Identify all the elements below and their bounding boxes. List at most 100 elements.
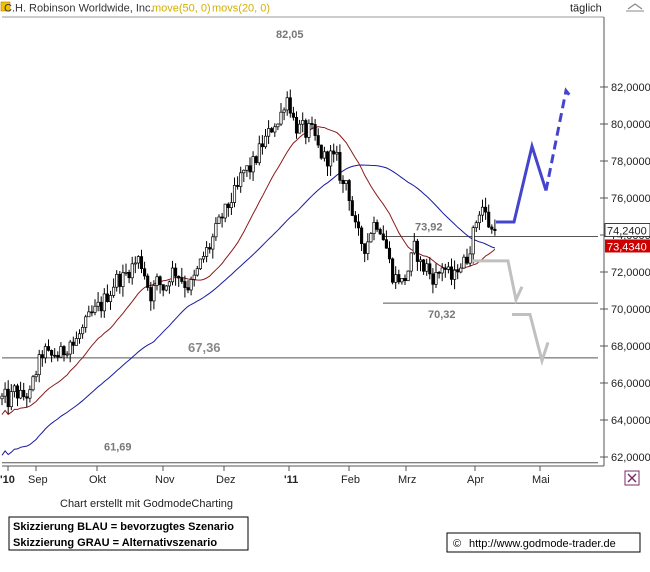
candle-body (161, 284, 165, 291)
candle-body (28, 389, 32, 399)
candle-body (282, 109, 286, 113)
scenario-gray-second-leg (512, 313, 550, 367)
scenario-legend-box (8, 516, 249, 551)
ma-price-value: 73,4340 (607, 241, 647, 253)
collapse-chevron-icon[interactable] (624, 2, 646, 12)
candle-body (285, 97, 289, 111)
candle-body (267, 128, 271, 137)
low-label: 61,69 (104, 442, 132, 454)
candle-body (136, 256, 140, 264)
last-price-box (604, 223, 650, 237)
candle-body (180, 277, 184, 282)
candle-body (211, 236, 215, 250)
candle-body (19, 389, 23, 399)
candle-body (40, 354, 44, 359)
candle-body (3, 388, 7, 397)
candle-body (322, 151, 326, 159)
candle-body (242, 169, 246, 174)
candle-body (81, 327, 85, 335)
candle-body (304, 120, 308, 138)
candle-body (62, 346, 66, 356)
candle-body (378, 229, 382, 235)
candle-body (310, 123, 314, 125)
candle-body (0, 395, 4, 400)
candle-body (68, 341, 72, 355)
website-link[interactable]: http://www.godmode-trader.de (469, 538, 616, 550)
x-tick-label: Apr (467, 474, 484, 486)
candle-body (158, 276, 162, 285)
candle-body (446, 266, 450, 270)
candle-body (459, 267, 463, 273)
horizontal-lines (2, 235, 598, 464)
candle-body (133, 262, 137, 265)
candle-body (387, 247, 392, 260)
candle-body (273, 126, 277, 133)
plot-frame (2, 16, 605, 467)
candle-body (121, 272, 125, 287)
candle-body (198, 258, 202, 270)
candle-body (431, 273, 435, 285)
candle-body (490, 226, 494, 230)
candle-body (115, 273, 119, 288)
support-label: 70,32 (428, 309, 456, 321)
candle-body (220, 216, 224, 219)
candle-body (366, 241, 370, 254)
moving-average-20-line (1, 126, 496, 416)
ma-price-box (605, 239, 650, 253)
candle-body (105, 293, 109, 302)
candle-body (440, 267, 444, 274)
candle-body (25, 396, 29, 399)
candle-body (149, 287, 153, 302)
candle-body (276, 123, 280, 128)
candle-body (257, 143, 261, 164)
candle-body (301, 120, 305, 125)
candle-body (232, 185, 237, 203)
candle-body (102, 293, 106, 312)
resistance-label: 73,92 (415, 221, 443, 233)
horizontal-line-labels: 73,92 70,32 67,36 61,69 82,05 (104, 29, 456, 454)
indicator-label-movs: movs(20, 0) (212, 3, 270, 15)
candle-body (294, 116, 299, 134)
x-tick-label: Sep (28, 474, 48, 486)
zoom-icon[interactable] (624, 470, 640, 486)
candle-body (226, 203, 230, 209)
candle-body (465, 256, 469, 264)
candle-body (394, 274, 398, 283)
support-label-major: 67,36 (188, 340, 221, 355)
candle-body (316, 135, 320, 146)
candle-body (139, 256, 144, 270)
candle-body (437, 271, 441, 274)
candle-body (332, 150, 336, 155)
candle-body (406, 270, 410, 282)
candle-body (170, 267, 175, 283)
candle-body (403, 278, 407, 282)
candle-body (71, 341, 75, 346)
logo-icon (0, 1, 11, 12)
candle-body (425, 263, 429, 272)
candle-body (164, 285, 168, 291)
credit-text: Chart erstellt mit GodmodeCharting (60, 498, 233, 510)
candle-body (369, 233, 373, 243)
x-axis: '10 Sep Okt Nov Dez '11 Feb Mrz Apr Mai (0, 466, 550, 486)
peak-label: 82,05 (276, 29, 304, 41)
candle-body (245, 165, 249, 171)
x-tick-label: Feb (341, 474, 360, 486)
candle-body (15, 385, 20, 399)
candle-body (43, 346, 47, 359)
candle-body (449, 266, 454, 280)
candle-body (493, 228, 497, 231)
x-tick-label: Nov (155, 474, 175, 486)
candle-body (363, 243, 367, 254)
candle-body (251, 156, 255, 173)
x-tick-label: '11 (284, 474, 298, 486)
candle-body (46, 346, 51, 351)
candle-body (77, 333, 82, 339)
candle-body (298, 123, 302, 134)
candle-body (152, 285, 156, 302)
scenario-blue-solid (496, 140, 548, 224)
candle-body (239, 172, 243, 187)
period-label: täglich (570, 3, 602, 15)
x-tick-label: Dez (216, 474, 236, 486)
last-price-labels: 74,2400 73,4340 (604, 223, 650, 253)
